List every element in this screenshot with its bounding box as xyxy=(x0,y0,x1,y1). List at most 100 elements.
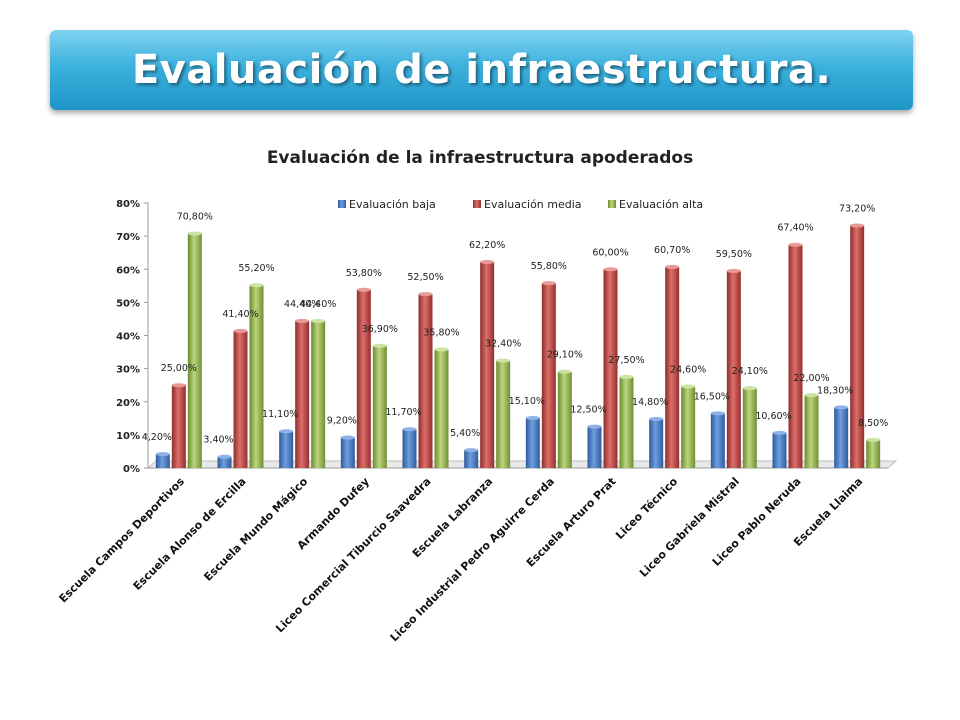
x-tick-label: Escuela Campos Deportivos xyxy=(57,475,188,606)
page-title: Evaluación de infraestructura. xyxy=(131,47,832,93)
bar xyxy=(557,371,572,468)
bar-top xyxy=(402,427,417,432)
bar-top xyxy=(665,264,680,269)
bar-top xyxy=(480,259,495,264)
legend-swatch xyxy=(338,200,346,208)
y-tick-label: 50% xyxy=(116,298,140,309)
bar xyxy=(496,360,511,468)
bar xyxy=(434,349,449,468)
data-label: 44,40% xyxy=(300,299,336,310)
data-label: 11,10% xyxy=(262,409,298,420)
data-label: 25,00% xyxy=(161,363,197,374)
y-tick-label: 60% xyxy=(116,265,140,276)
bar-top xyxy=(603,267,618,272)
bar-top xyxy=(295,318,310,323)
data-label: 11,70% xyxy=(385,407,421,418)
bar-top xyxy=(681,384,696,389)
bar-top xyxy=(525,415,540,420)
bar-top xyxy=(587,424,602,429)
bar-top xyxy=(804,393,819,398)
bar-top xyxy=(866,437,881,442)
data-label: 14,80% xyxy=(632,397,668,408)
bar-top xyxy=(187,231,202,236)
y-tick-label: 30% xyxy=(116,365,140,376)
data-label: 35,80% xyxy=(423,327,459,338)
bar xyxy=(311,320,326,468)
legend-swatch xyxy=(473,200,481,208)
data-label: 8,50% xyxy=(858,418,888,429)
bar xyxy=(681,386,696,468)
x-tick-label: Liceo Gabriela Mistral xyxy=(637,475,742,580)
bar xyxy=(804,395,819,468)
bar-top xyxy=(249,283,264,288)
bar xyxy=(187,233,202,468)
data-label: 60,70% xyxy=(654,245,690,256)
data-label: 52,50% xyxy=(407,272,443,283)
bar-top xyxy=(850,223,865,228)
bar-top xyxy=(233,328,248,333)
y-tick-label: 20% xyxy=(116,398,140,409)
bar xyxy=(464,450,479,468)
data-label: 44,40% xyxy=(284,299,320,310)
data-label: 15,10% xyxy=(509,396,545,407)
bar-top xyxy=(217,454,232,459)
data-label: 29,10% xyxy=(547,350,583,361)
data-label: 12,50% xyxy=(570,405,606,416)
legend-swatch xyxy=(608,200,616,208)
bar xyxy=(525,417,540,468)
bar xyxy=(480,261,495,468)
data-label: 4,20% xyxy=(142,432,172,443)
y-tick-label: 80% xyxy=(116,199,140,210)
bar xyxy=(619,376,634,468)
data-label: 27,50% xyxy=(608,355,644,366)
bar xyxy=(866,439,881,468)
data-label: 67,40% xyxy=(777,223,813,234)
bar xyxy=(603,269,618,468)
data-label: 41,40% xyxy=(222,309,258,320)
data-label: 70,80% xyxy=(177,211,213,222)
y-tick-label: 70% xyxy=(116,232,140,243)
bar-top xyxy=(418,292,433,297)
bar xyxy=(834,407,849,468)
data-label: 53,80% xyxy=(346,268,382,279)
bar xyxy=(649,418,664,468)
data-label: 32,40% xyxy=(485,339,521,350)
bar xyxy=(742,388,757,468)
data-label: 73,20% xyxy=(839,204,875,215)
legend-label: Evaluación media xyxy=(484,198,582,211)
bar-top xyxy=(649,416,664,421)
bar xyxy=(233,330,248,468)
data-label: 36,90% xyxy=(362,324,398,335)
bar xyxy=(217,456,232,468)
bar-top xyxy=(155,452,170,457)
bar xyxy=(710,413,725,468)
bar-top xyxy=(464,448,479,453)
data-label: 60,00% xyxy=(592,247,628,258)
y-tick-label: 10% xyxy=(116,431,140,442)
chart-title: Evaluación de la infraestructura apodera… xyxy=(266,148,694,168)
bar xyxy=(587,426,602,468)
data-label: 24,60% xyxy=(670,365,706,376)
bar xyxy=(418,294,433,468)
bar xyxy=(372,345,387,468)
x-tick-label: Liceo Técnico xyxy=(613,475,680,542)
data-label: 24,10% xyxy=(732,366,768,377)
legend-label: Evaluación alta xyxy=(619,198,703,211)
bar-top xyxy=(311,318,326,323)
bar xyxy=(788,244,803,468)
bar xyxy=(249,285,264,468)
data-label: 16,50% xyxy=(694,391,730,402)
bar xyxy=(295,320,310,468)
bar xyxy=(541,283,556,468)
bar-top xyxy=(496,358,511,363)
data-label: 3,40% xyxy=(203,435,233,446)
bar xyxy=(850,225,865,468)
bar-top xyxy=(340,435,355,440)
bar xyxy=(279,431,294,468)
bar xyxy=(402,429,417,468)
x-tick-label: Escuela Mundo Mágico xyxy=(201,475,310,584)
title-banner: Evaluación de infraestructura. xyxy=(50,30,913,110)
bar xyxy=(171,385,186,468)
bar-top xyxy=(279,429,294,434)
